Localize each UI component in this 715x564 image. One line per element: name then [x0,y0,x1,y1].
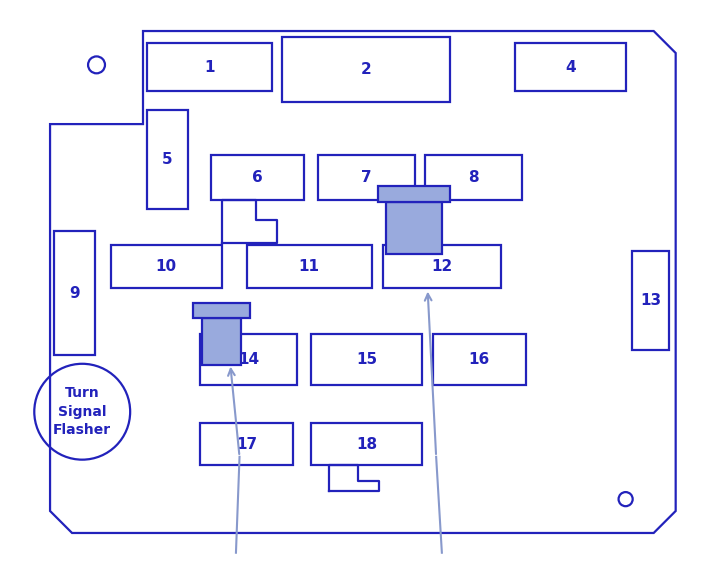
Text: 7: 7 [361,170,372,185]
Bar [383,245,500,288]
Text: 18: 18 [356,437,377,452]
Text: 16: 16 [468,352,490,367]
Bar [202,318,241,365]
Bar [147,110,188,209]
Bar [54,231,95,355]
Text: 6: 6 [252,170,263,185]
Bar [433,334,526,385]
Text: 4: 4 [565,60,576,75]
Text: 2: 2 [361,61,372,77]
Text: 15: 15 [356,352,377,367]
Bar [147,43,272,91]
Bar [211,155,304,200]
Bar [515,43,626,91]
Text: 8: 8 [468,170,479,185]
Text: 9: 9 [69,286,79,301]
Bar [318,155,415,200]
Bar [193,303,250,318]
Text: 12: 12 [431,259,452,274]
Text: 1: 1 [204,60,214,75]
Bar [247,245,372,288]
Text: 17: 17 [236,437,257,452]
Bar [378,186,450,202]
Bar [311,334,422,385]
Bar [425,155,522,200]
Bar [632,251,669,350]
Text: 5: 5 [162,152,172,167]
Text: 14: 14 [238,352,259,367]
Text: Turn
Signal
Flasher: Turn Signal Flasher [53,386,112,437]
Bar [200,423,293,465]
Bar [386,202,442,254]
Bar [311,423,422,465]
Text: 13: 13 [640,293,661,308]
Bar [200,334,297,385]
Text: 11: 11 [299,259,320,274]
Bar [111,245,222,288]
Bar [282,37,450,102]
Text: 10: 10 [156,259,177,274]
